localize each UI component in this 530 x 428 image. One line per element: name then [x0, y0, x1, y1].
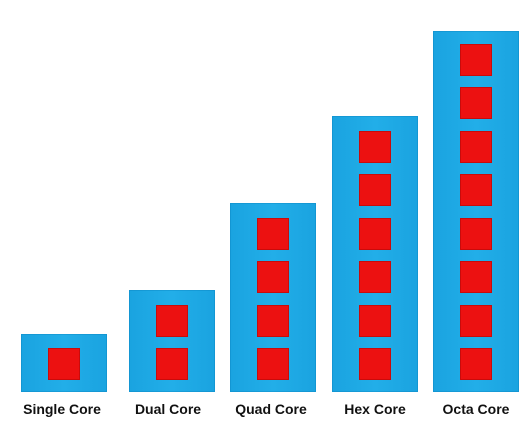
- core-square: [460, 131, 492, 163]
- core-block-octa-core: [433, 31, 519, 392]
- core-square: [359, 218, 391, 250]
- core-square: [460, 261, 492, 293]
- core-square: [460, 348, 492, 380]
- core-square: [257, 218, 289, 250]
- core-label: Quad Core: [235, 401, 307, 417]
- core-label: Octa Core: [442, 401, 510, 417]
- core-square: [156, 305, 188, 337]
- core-label: Hex Core: [344, 401, 406, 417]
- core-square: [156, 348, 188, 380]
- core-label: Dual Core: [134, 401, 202, 417]
- core-square: [460, 174, 492, 206]
- core-square: [48, 348, 80, 380]
- core-square: [460, 87, 492, 119]
- core-block-quad-core: [230, 203, 316, 392]
- core-square: [359, 261, 391, 293]
- core-square: [460, 44, 492, 76]
- core-square: [257, 261, 289, 293]
- core-square: [460, 218, 492, 250]
- core-square: [359, 348, 391, 380]
- core-square: [359, 174, 391, 206]
- core-block-dual-core: [129, 290, 215, 392]
- core-block-single-core: [21, 334, 107, 392]
- core-square: [257, 348, 289, 380]
- core-square: [257, 305, 289, 337]
- core-block-hex-core: [332, 116, 418, 392]
- core-square: [460, 305, 492, 337]
- core-label: Single Core: [23, 401, 101, 417]
- core-square: [359, 131, 391, 163]
- core-square: [359, 305, 391, 337]
